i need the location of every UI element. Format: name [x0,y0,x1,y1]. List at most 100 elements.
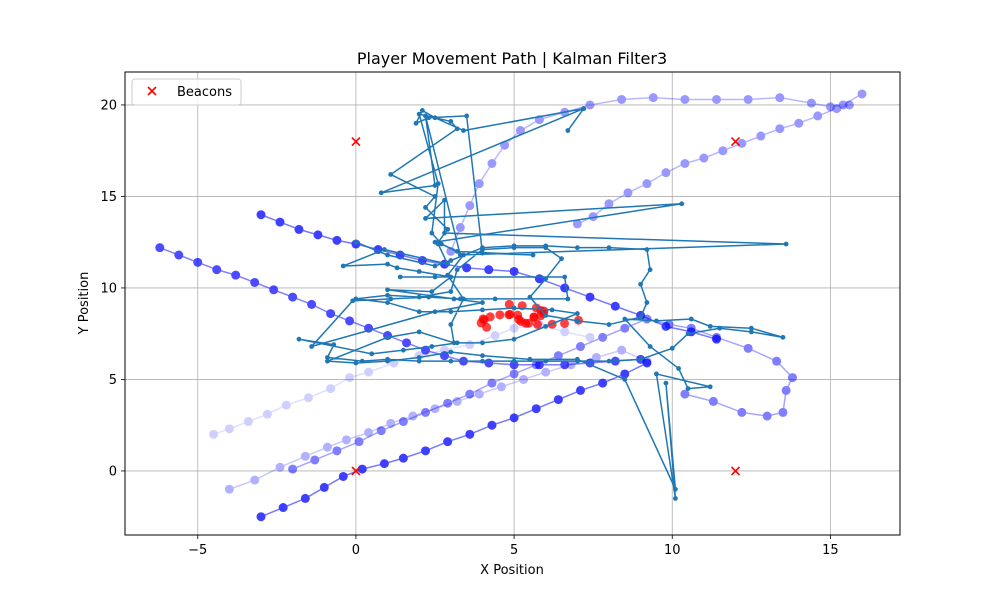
filtered-path-point [429,344,435,349]
raw-path-point [585,100,595,110]
raw-path-point [209,429,219,439]
raw-path-point [288,292,298,302]
filtered-path-point [480,307,485,313]
raw-path-point [379,459,389,469]
filtered-path-point [416,358,422,364]
raw-path-point [509,369,519,379]
filtered-path-point [638,314,644,320]
raw-path-point [364,428,374,438]
filtered-path-point [654,318,659,324]
raw-path-point [680,389,690,399]
filtered-path-point [423,216,428,221]
cluster-point [479,315,489,325]
raw-path-point [332,446,342,456]
raw-path [256,210,722,344]
filtered-path-point [644,247,650,252]
filtered-path-point [565,128,571,133]
raw-path-point [598,378,608,388]
filtered-path-point [325,355,330,360]
filtered-path-point [562,274,568,280]
raw-path-point [617,94,627,104]
raw-path-point [756,131,766,141]
filtered-path-point [445,261,451,267]
x-tick-label: 10 [664,543,681,558]
filtered-path-point [359,358,365,364]
filtered-path-point [388,296,394,302]
raw-path-point [844,100,854,110]
raw-path-point [354,437,364,447]
beacon-stroke [730,466,741,476]
raw-path-point [585,292,595,302]
raw-path-point [452,396,462,406]
filtered-path-point [454,126,460,132]
raw-path [155,243,646,370]
raw-path-point [484,265,494,275]
filtered-path-point [673,495,678,501]
filtered-path-point [400,347,406,353]
cluster-point [495,310,505,320]
beacon-marker [730,136,741,147]
raw-path [224,345,652,494]
filtered-path-point [350,298,356,304]
filtered-path-point [451,296,457,302]
beacon-stroke [351,136,361,147]
filtered-path-point [527,294,533,300]
raw-path-point [560,360,570,370]
chart-title: Player Movement Path | Kalman Filter3 [357,49,667,68]
raw-path-point [588,212,598,222]
filtered-path-point [717,325,723,331]
raw-path-line [450,93,863,252]
filtered-path-point [423,113,428,119]
filtered-path-point [543,312,549,318]
filtered-path-point [432,263,438,269]
filtered-path-point [448,258,454,263]
cluster-point [529,312,539,322]
raw-path-point [307,299,317,309]
filtered-path-point [480,353,485,359]
filtered-path-point [606,245,612,251]
raw-path-point [509,360,519,370]
raw-path-point [661,321,671,331]
data-layer [155,89,867,522]
filtered-path-point [543,323,549,329]
raw-path-point [193,257,203,267]
filtered-path-point [457,296,463,302]
raw-path-point [313,230,323,240]
filtered-path-point [385,287,390,293]
raw-path [256,358,652,522]
filtered-path-point [707,384,713,390]
filtered-path-point [559,256,564,262]
raw-path-point [490,331,500,341]
raw-path-point [465,201,475,211]
beacon-marker [351,466,361,476]
filtered-path-point [454,248,460,254]
raw-path-point [699,153,709,163]
raw-path-point [598,332,608,342]
raw-path-point [680,159,690,169]
filtered-path-point [748,329,754,335]
raw-path-point [591,352,601,362]
filtered-path-point [448,349,454,355]
filtered-path-point [780,334,786,340]
raw-path-point [576,385,586,395]
filtered-path-point [381,247,387,252]
filtered-path-point [448,119,454,124]
filtered-path-point [445,226,451,232]
raw-path-point [250,475,260,485]
raw-path-point [787,373,797,383]
filtered-path-point [442,230,447,236]
beacon-marker [730,466,741,476]
raw-path [288,314,797,474]
legend: Beacons [131,78,242,106]
filtered-path-point [448,322,454,327]
raw-path-point [509,323,519,333]
raw-path-point [541,367,551,377]
raw-path-point [531,404,541,414]
filtered-path-point [527,356,533,362]
raw-path-point [275,462,285,472]
filtered-path-point [543,245,549,251]
filtered-path-point [647,267,653,273]
raw-path-point [487,420,497,430]
filtered-path-point [296,336,302,342]
